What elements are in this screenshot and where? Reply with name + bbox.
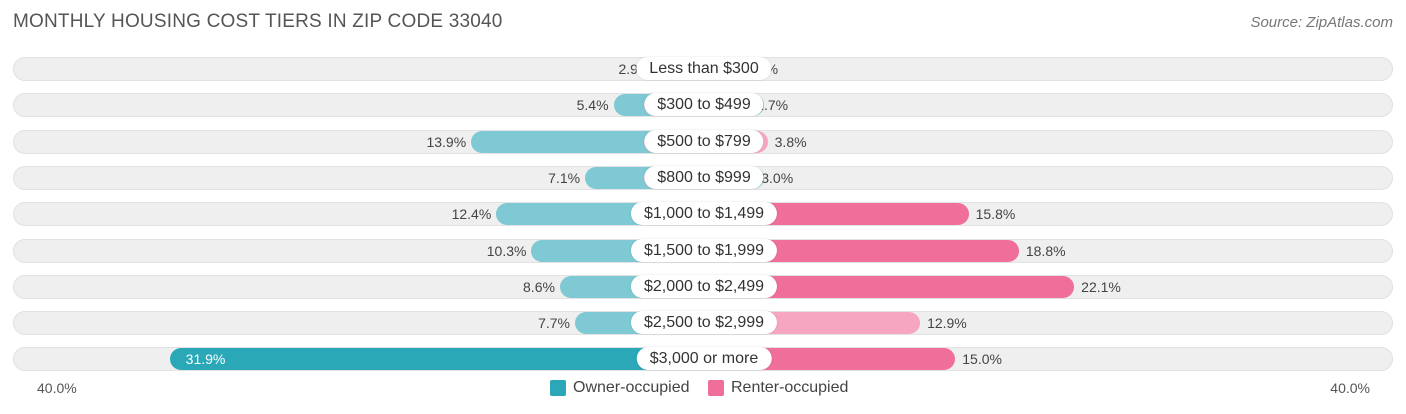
chart-source: Source: ZipAtlas.com (1250, 14, 1393, 31)
value-label-renter: 3.8% (774, 134, 807, 150)
value-label-renter: 2.7% (756, 97, 789, 113)
category-label: $1,000 to $1,499 (630, 202, 778, 225)
value-label-owner: 7.7% (538, 315, 571, 331)
value-label-owner: 13.9% (426, 134, 467, 150)
category-label: $300 to $499 (644, 93, 764, 116)
value-label-renter: 12.9% (927, 315, 967, 331)
legend-renter-swatch (708, 380, 724, 396)
category-label: Less than $300 (636, 57, 772, 80)
category-label: $800 to $999 (644, 166, 764, 189)
axis-max-label: 40.0% (1330, 380, 1370, 396)
category-label: $500 to $799 (644, 130, 764, 153)
legend-renter: Renter-occupied (708, 379, 848, 397)
value-label-renter: 15.8% (975, 206, 1016, 222)
category-label: $2,500 to $2,999 (630, 311, 778, 334)
value-label-owner: 7.1% (548, 170, 581, 186)
value-label-owner: 10.3% (486, 243, 527, 259)
value-label-owner: 5.4% (576, 97, 609, 113)
value-label-renter: 15.0% (962, 351, 1002, 367)
axis-min-label: 40.0% (37, 380, 77, 396)
value-label-renter: 18.8% (1025, 243, 1066, 259)
category-label: $2,000 to $2,499 (630, 275, 778, 298)
category-label: $3,000 or more (636, 347, 772, 370)
value-label-renter: 22.1% (1081, 279, 1121, 295)
value-label-renter: 3.0% (761, 170, 794, 186)
category-label: $1,500 to $1,999 (630, 239, 778, 262)
value-label-owner: 31.9% (185, 351, 226, 367)
value-label-owner: 8.6% (523, 279, 555, 295)
legend-owner: Owner-occupied (550, 379, 690, 397)
bar-owner (169, 348, 764, 370)
chart-title: MONTHLY HOUSING COST TIERS IN ZIP CODE 3… (13, 11, 503, 32)
legend-owner-label: Owner-occupied (573, 379, 690, 396)
value-label-owner: 12.4% (451, 206, 492, 222)
legend-renter-label: Renter-occupied (731, 379, 849, 396)
legend-owner-swatch (550, 380, 566, 396)
